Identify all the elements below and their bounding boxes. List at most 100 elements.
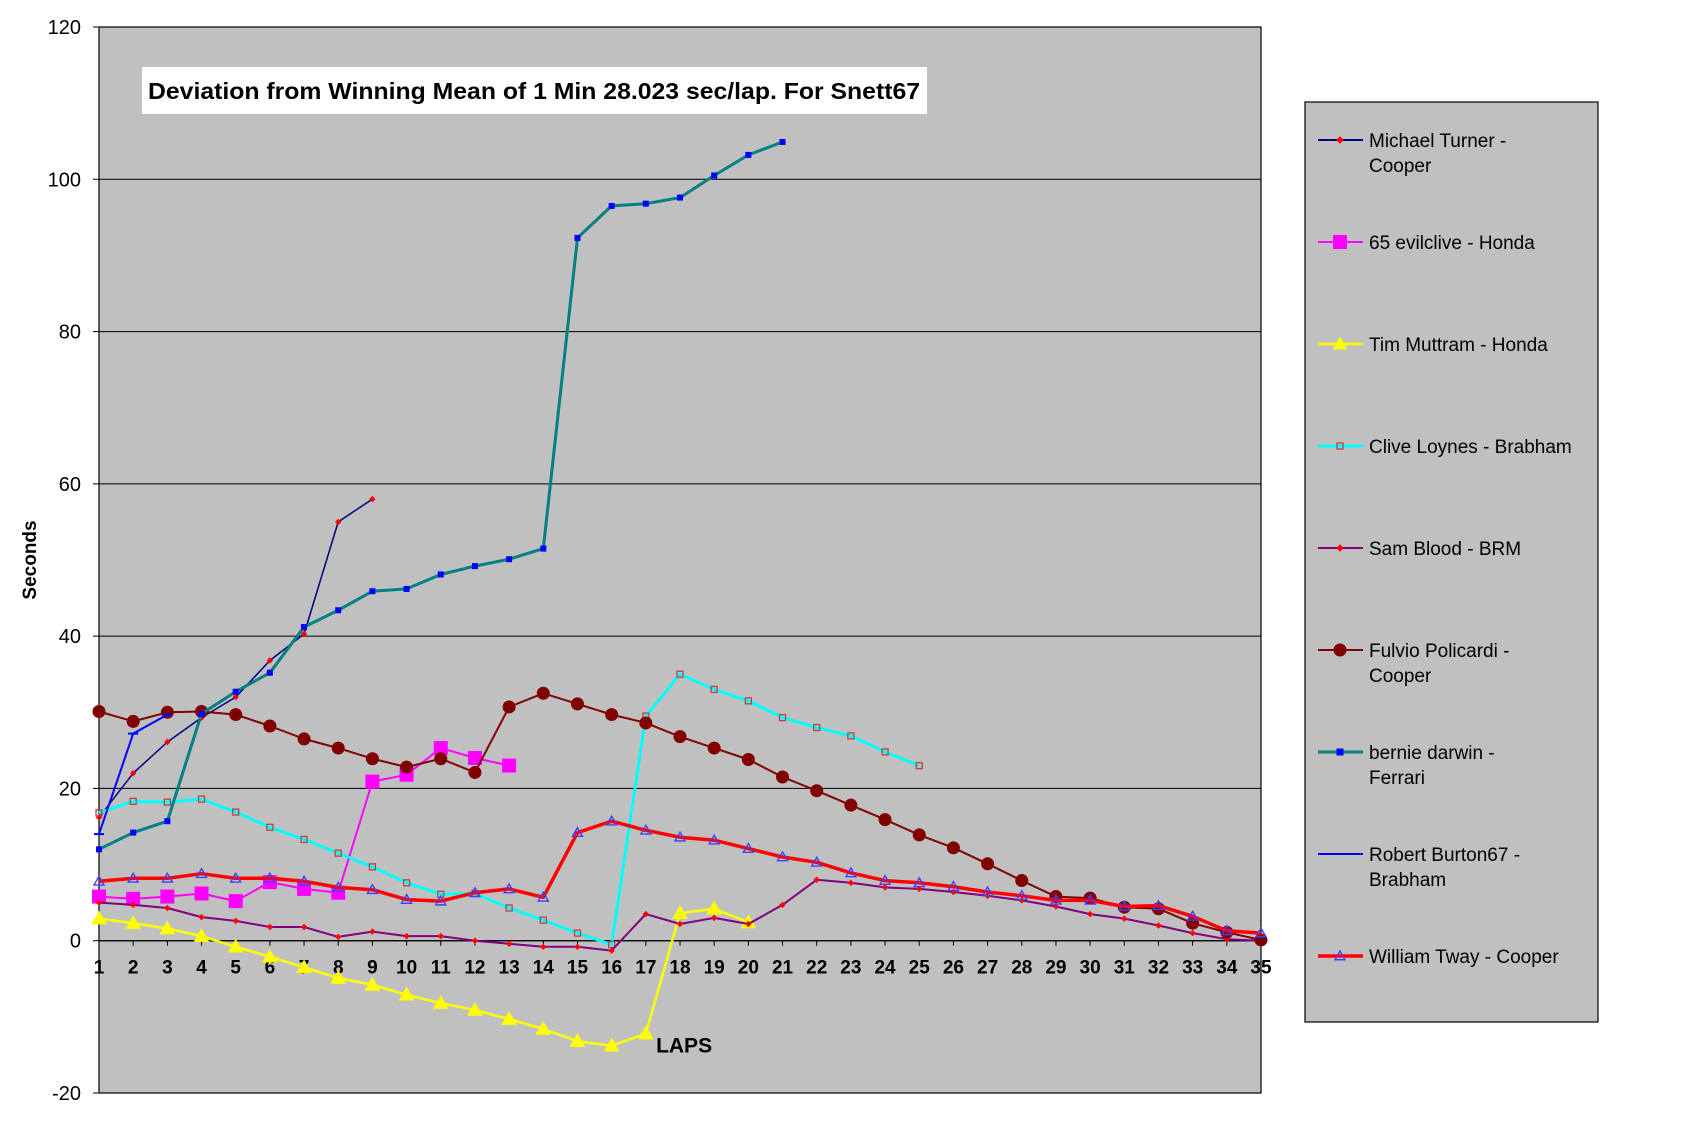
x-tick-label: 26 (943, 958, 964, 979)
point (334, 849, 342, 857)
point (1118, 900, 1131, 911)
point (369, 495, 376, 503)
legend-item-8: Robert Burton67 - Brabham (1318, 845, 1520, 891)
point (262, 948, 278, 963)
point (161, 871, 174, 883)
point (574, 234, 581, 241)
point (297, 732, 311, 746)
x-tick-label: 28 (1011, 958, 1032, 979)
x-tick-label: 27 (977, 958, 998, 979)
point (844, 866, 858, 878)
point (881, 884, 889, 891)
point (96, 846, 102, 853)
x-tick-label: 17 (635, 958, 656, 979)
point (1336, 544, 1344, 552)
point (368, 863, 377, 871)
point (570, 697, 584, 711)
x-tick-label: 25 (909, 958, 931, 979)
x-tick-label: 8 (333, 958, 344, 979)
x-axis-label: LAPS (656, 1035, 712, 1058)
point (711, 172, 718, 179)
point (776, 850, 789, 862)
chart-title-box (142, 67, 927, 114)
point (1049, 893, 1063, 905)
legend-item-9: William Tway - Cooper (1318, 947, 1559, 968)
y-tick-label: 40 (59, 626, 81, 648)
legend-label: 65 evilclive - Honda (1369, 233, 1535, 254)
point (129, 769, 137, 777)
point (296, 959, 312, 974)
series-line (98, 672, 920, 946)
point (365, 774, 380, 789)
x-tick-label: 14 (533, 958, 555, 979)
point (92, 874, 106, 886)
point (1333, 643, 1347, 657)
point (603, 1037, 620, 1052)
x-tick-label: 33 (1182, 958, 1203, 979)
x-tick-label: 6 (265, 958, 276, 979)
x-tick-label: 23 (840, 958, 861, 979)
point (569, 1033, 586, 1047)
point (673, 830, 687, 842)
y-tick-label: 100 (48, 169, 81, 191)
point (194, 886, 209, 901)
x-tick-label: 4 (196, 958, 207, 979)
point (332, 881, 345, 892)
point (1052, 903, 1060, 910)
point (1336, 136, 1344, 144)
point (878, 874, 892, 886)
point (369, 928, 376, 935)
point (574, 943, 581, 951)
point (844, 798, 858, 812)
x-tick-label: 29 (1045, 958, 1066, 979)
point (847, 732, 855, 740)
point (742, 842, 755, 854)
point (471, 563, 478, 570)
point (913, 876, 926, 888)
legend-label: Clive Loynes - Brabham (1369, 437, 1572, 458)
point (505, 940, 513, 947)
y-axis-label: Seconds (20, 520, 41, 599)
legend-item-7: bernie darwin - Ferrari (1318, 743, 1495, 789)
point (266, 823, 274, 831)
point (677, 194, 683, 201)
point (778, 713, 787, 722)
series-8 (94, 713, 173, 836)
point (710, 685, 718, 694)
point (505, 904, 513, 912)
point (232, 917, 239, 925)
series-3 (91, 900, 757, 1052)
point (301, 624, 308, 631)
point (1332, 336, 1348, 350)
point (571, 826, 584, 838)
legend-label: William Tway - Cooper (1369, 947, 1559, 968)
x-tick-label: 15 (567, 958, 589, 979)
point (266, 923, 274, 931)
point (403, 932, 410, 940)
point (1083, 893, 1097, 905)
point (198, 710, 205, 717)
legend-label: Michael Turner - (1369, 131, 1506, 152)
point (916, 885, 923, 893)
x-tick-label: 35 (1250, 958, 1272, 979)
point (741, 752, 755, 766)
point (744, 697, 753, 705)
point (330, 970, 347, 984)
x-tick-label: 31 (1114, 958, 1136, 979)
x-tick-label: 5 (230, 958, 241, 979)
point (1189, 929, 1196, 937)
series-9 (92, 814, 1268, 938)
point (229, 708, 243, 722)
point (502, 758, 517, 773)
point (537, 890, 550, 902)
x-tick-label: 1 (94, 958, 105, 979)
point (1336, 748, 1344, 756)
point (335, 933, 342, 941)
point (400, 893, 413, 905)
point (1152, 899, 1165, 911)
legend-item-6: Fulvio Policardi - Cooper (1318, 641, 1509, 687)
plot-area-group: -200204060801001201234567891011121314151… (20, 17, 1272, 1105)
point (878, 813, 892, 827)
point (1186, 909, 1199, 921)
